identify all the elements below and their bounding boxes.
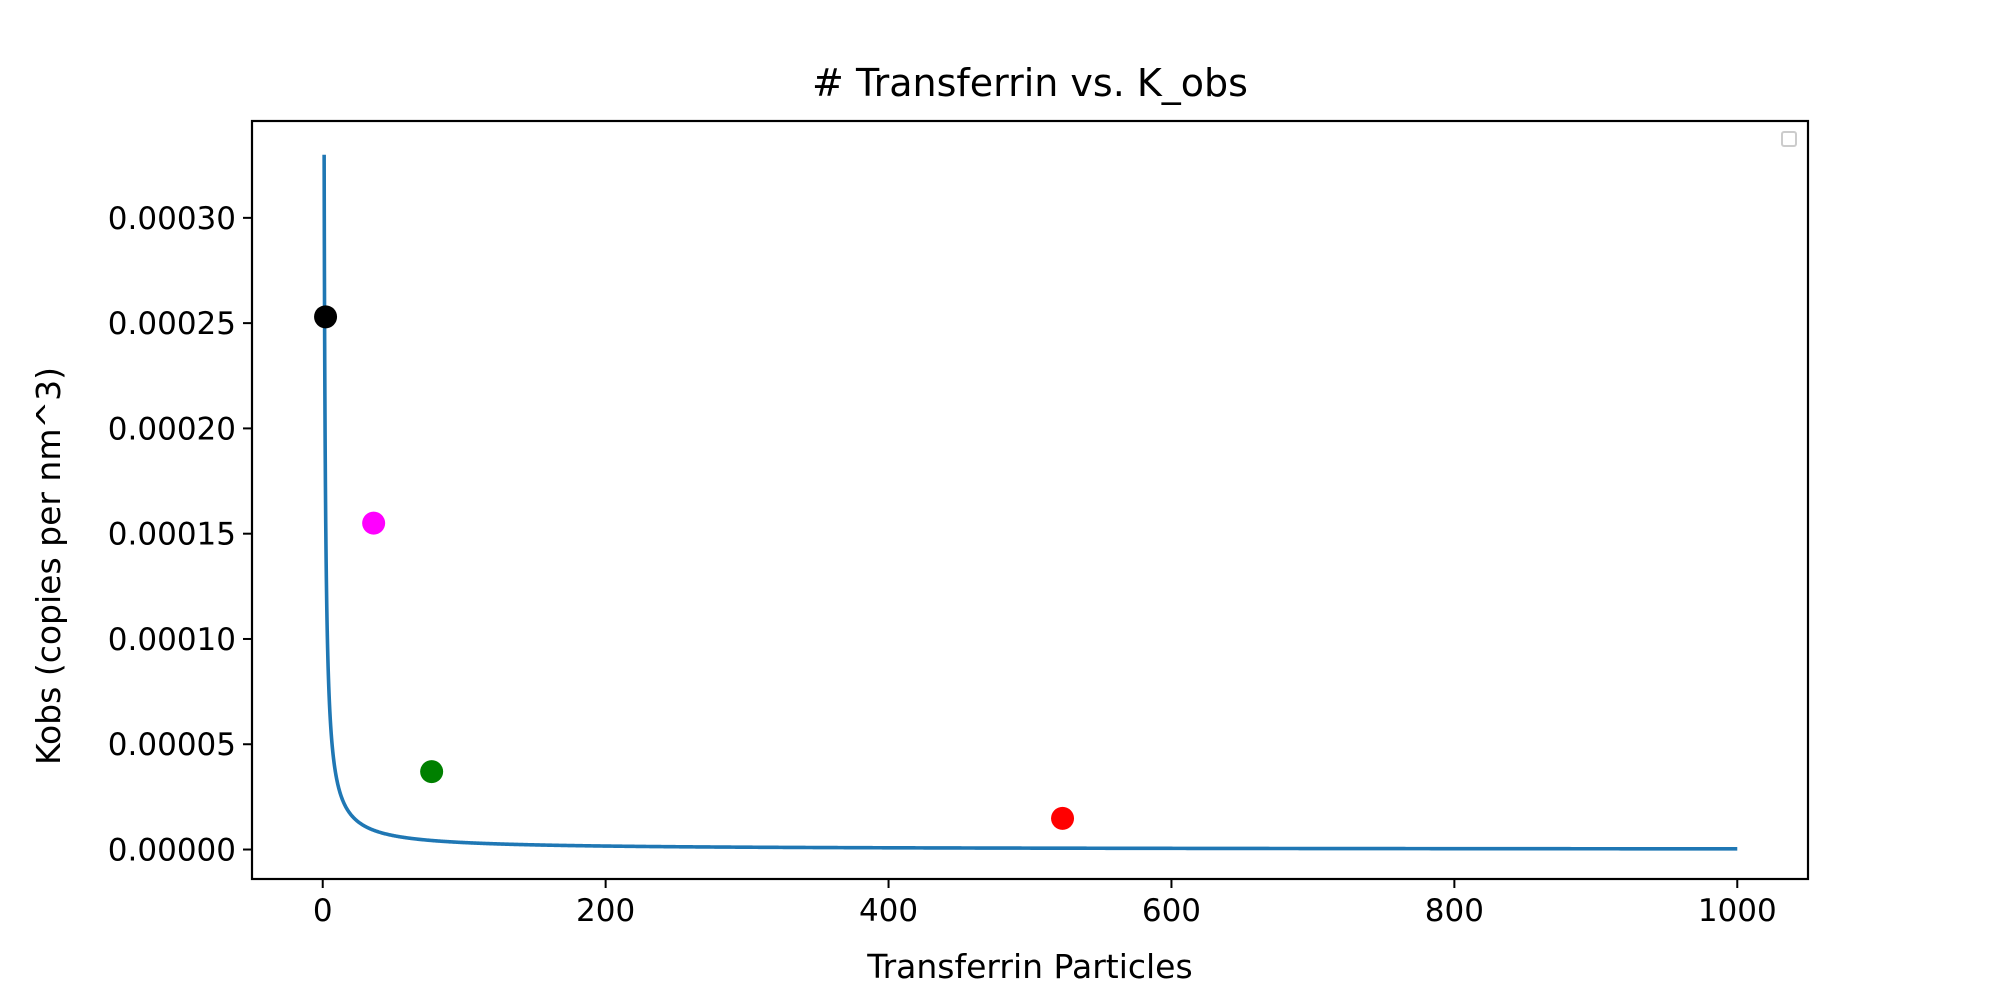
data-point (420, 760, 444, 784)
data-point (1051, 806, 1075, 830)
fit-curve-line (322, 153, 1738, 851)
y-tick-label: 0.00010 (108, 622, 236, 658)
y-axis-label: Kobs (copies per nm^3) (29, 367, 68, 765)
y-tick-label: 0.00005 (108, 727, 236, 763)
y-tick-label: 0.00000 (108, 833, 236, 869)
data-point (314, 305, 338, 329)
x-tick-label: 200 (576, 893, 635, 929)
x-axis-label: Transferrin Particles (866, 947, 1192, 986)
y-tick-label: 0.00020 (108, 411, 236, 447)
x-tick-label: 0 (313, 893, 333, 929)
legend-box (1781, 131, 1797, 147)
y-tick-label: 0.00030 (108, 201, 236, 237)
axis-ticks: 0 200 400 600 800 1000 0.00000 0.00005 0.00010 0.… (108, 201, 1777, 929)
y-tick-label: 0.00015 (108, 517, 236, 553)
x-tick-label: 1000 (1698, 893, 1777, 929)
x-tick-label: 400 (859, 893, 918, 929)
x-tick-label: 600 (1142, 893, 1201, 929)
y-tick-label: 0.00025 (108, 306, 236, 342)
data-point (362, 511, 386, 535)
x-tick-label: 800 (1425, 893, 1484, 929)
axes-frame (250, 119, 1810, 881)
plot-area (314, 153, 1738, 851)
chart-title: # Transferrin vs. K_obs (812, 61, 1248, 105)
